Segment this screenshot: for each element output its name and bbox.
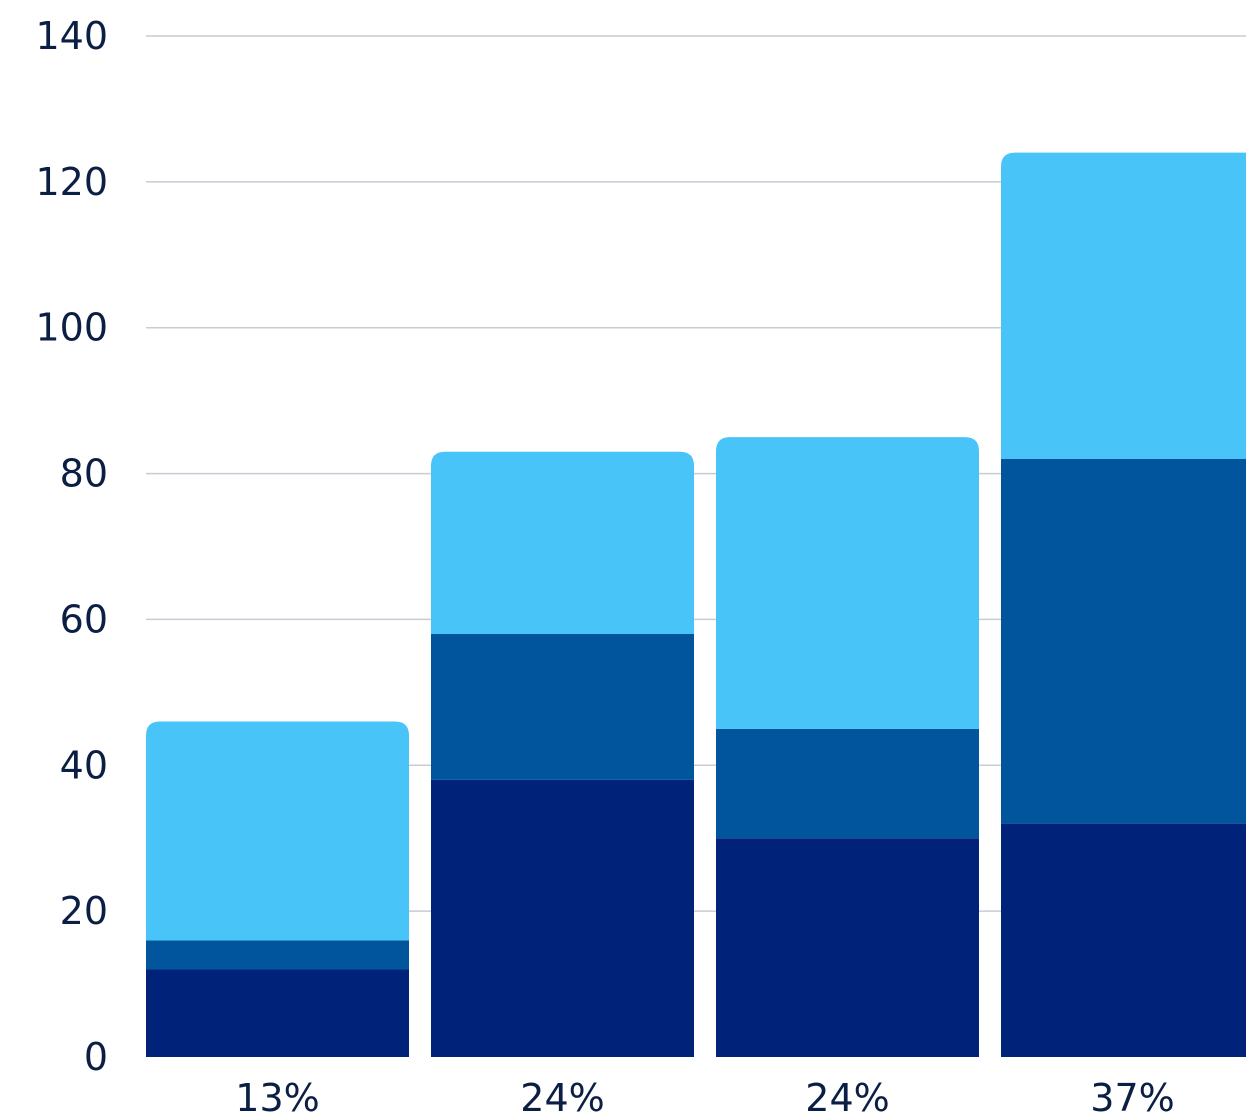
bars xyxy=(146,152,1246,1057)
y-tick-label: 100 xyxy=(35,306,108,350)
y-tick-label: 120 xyxy=(35,160,108,204)
bar-segment xyxy=(716,838,979,1057)
y-tick-label: 20 xyxy=(60,889,108,933)
bar-segment xyxy=(431,451,694,635)
bar-segment xyxy=(431,634,694,780)
x-axis-tick-labels: 13% 24% 24% 37% xyxy=(235,1076,1174,1118)
bar-segment xyxy=(146,721,409,941)
y-tick-label: 40 xyxy=(60,743,108,787)
bar-segment xyxy=(1001,152,1246,459)
bar-segment xyxy=(1001,458,1246,824)
x-tick-label: 37% xyxy=(1090,1076,1174,1118)
bar-segment xyxy=(146,940,409,970)
bar-segment xyxy=(1001,823,1246,1057)
x-tick-label: 13% xyxy=(235,1076,319,1118)
bar-segment xyxy=(716,437,979,729)
y-tick-label: 80 xyxy=(60,452,108,496)
x-tick-label: 24% xyxy=(520,1076,604,1118)
bar-segment xyxy=(716,728,979,839)
bar-segment xyxy=(431,779,694,1057)
y-tick-label: 60 xyxy=(60,597,108,641)
y-tick-label: 0 xyxy=(84,1035,108,1079)
y-axis-tick-labels: 0 20 40 60 80 100 120 140 xyxy=(35,14,108,1079)
y-tick-label: 140 xyxy=(35,14,108,58)
x-tick-label: 24% xyxy=(805,1076,889,1118)
bar-segment xyxy=(146,969,409,1057)
